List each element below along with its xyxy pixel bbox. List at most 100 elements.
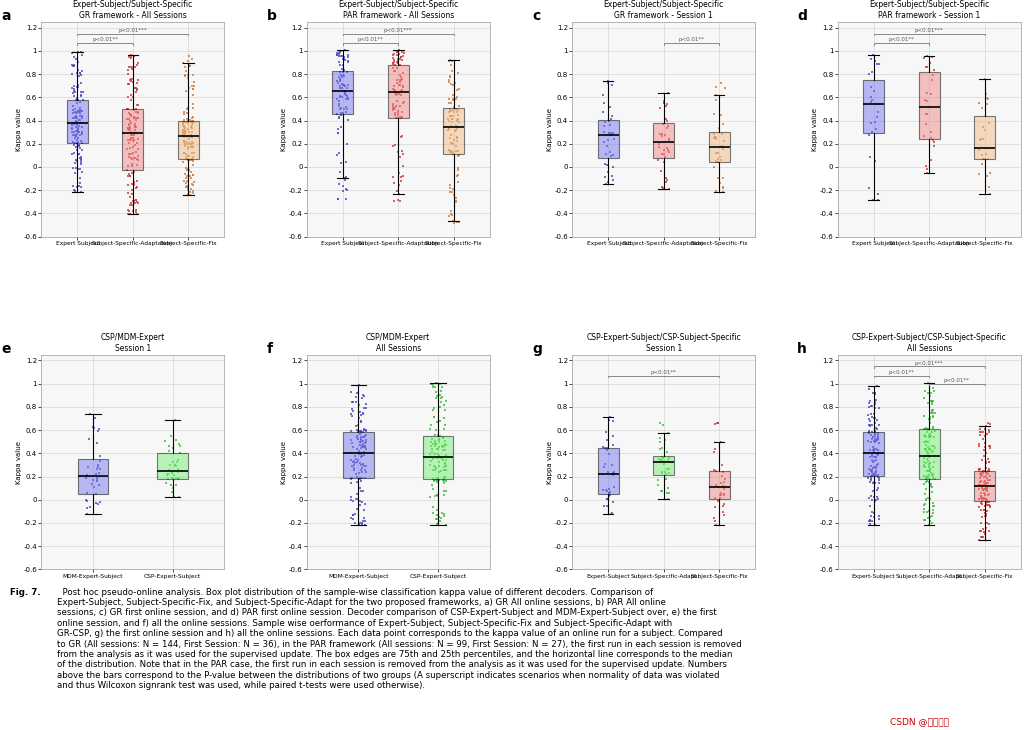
Point xyxy=(870,450,887,461)
Point xyxy=(656,145,672,156)
Point xyxy=(868,433,885,445)
Point xyxy=(863,491,879,502)
Point xyxy=(348,477,365,488)
Point xyxy=(122,170,138,182)
Point xyxy=(333,109,350,120)
Point xyxy=(707,443,724,455)
Point xyxy=(344,405,361,417)
Point xyxy=(920,442,936,453)
Point xyxy=(601,115,618,126)
Point xyxy=(385,102,401,114)
Point xyxy=(340,93,357,105)
Point xyxy=(182,117,199,128)
Point xyxy=(331,96,347,107)
Point xyxy=(126,177,142,188)
Point xyxy=(120,180,136,191)
Point xyxy=(436,399,453,411)
Point xyxy=(181,61,198,72)
Point xyxy=(177,131,194,142)
Point xyxy=(451,83,467,95)
Point xyxy=(69,145,86,156)
Point xyxy=(652,436,668,447)
Point xyxy=(128,127,144,139)
Point xyxy=(976,493,993,505)
Point xyxy=(123,129,139,141)
Point xyxy=(69,118,86,129)
Point xyxy=(66,138,82,150)
Point xyxy=(919,446,935,458)
Point xyxy=(72,158,89,170)
Point xyxy=(385,49,401,61)
Point xyxy=(124,184,140,196)
Point xyxy=(448,121,465,133)
Point xyxy=(435,455,452,466)
Point xyxy=(867,123,884,135)
Point xyxy=(176,131,193,142)
Point xyxy=(122,191,138,202)
Point xyxy=(358,436,374,447)
Point xyxy=(427,435,443,447)
Point xyxy=(358,403,374,415)
Point xyxy=(866,426,883,438)
Point xyxy=(353,460,369,472)
Point xyxy=(123,74,139,85)
Point xyxy=(66,91,82,102)
Point xyxy=(128,194,144,206)
Point xyxy=(661,134,677,146)
Point xyxy=(867,495,884,507)
Point xyxy=(605,466,622,478)
Point xyxy=(924,396,940,408)
Point xyxy=(655,453,671,464)
Point xyxy=(917,470,933,482)
Point xyxy=(863,493,879,505)
Point xyxy=(120,123,136,134)
Point xyxy=(448,114,465,126)
Point xyxy=(861,383,877,395)
Point xyxy=(392,80,408,91)
Point xyxy=(430,429,446,441)
Point xyxy=(180,126,197,137)
Point xyxy=(978,483,995,494)
Point xyxy=(864,506,880,518)
Point xyxy=(977,493,994,505)
Point xyxy=(182,131,199,143)
Point xyxy=(429,489,445,501)
Point xyxy=(866,426,883,437)
Point xyxy=(971,483,988,495)
Text: p<0.01**: p<0.01** xyxy=(651,370,676,375)
Point xyxy=(128,115,144,126)
Point xyxy=(651,453,667,465)
Point xyxy=(425,404,441,416)
Point xyxy=(170,473,187,485)
Point xyxy=(430,472,446,484)
Point xyxy=(866,55,883,67)
Point xyxy=(866,412,883,424)
Point xyxy=(433,396,450,407)
Point xyxy=(656,96,672,107)
Point xyxy=(386,177,402,188)
Point xyxy=(869,458,886,470)
Point xyxy=(120,91,136,103)
Point xyxy=(980,499,997,511)
Text: c: c xyxy=(532,9,540,23)
Point xyxy=(178,180,195,191)
Point xyxy=(424,378,440,390)
Point xyxy=(437,471,454,483)
Point xyxy=(600,466,617,478)
Point xyxy=(185,102,201,114)
Point xyxy=(179,102,196,114)
Point xyxy=(863,96,879,108)
Point xyxy=(186,176,202,188)
Point xyxy=(436,412,453,424)
Point xyxy=(355,458,371,469)
Point xyxy=(72,110,89,121)
Point xyxy=(338,90,355,101)
Point xyxy=(977,447,994,459)
Point xyxy=(868,436,885,447)
Point xyxy=(329,47,345,59)
Point xyxy=(330,77,346,89)
Point xyxy=(711,177,728,188)
Point xyxy=(444,215,461,227)
Point xyxy=(340,51,357,63)
PathPatch shape xyxy=(654,456,674,475)
